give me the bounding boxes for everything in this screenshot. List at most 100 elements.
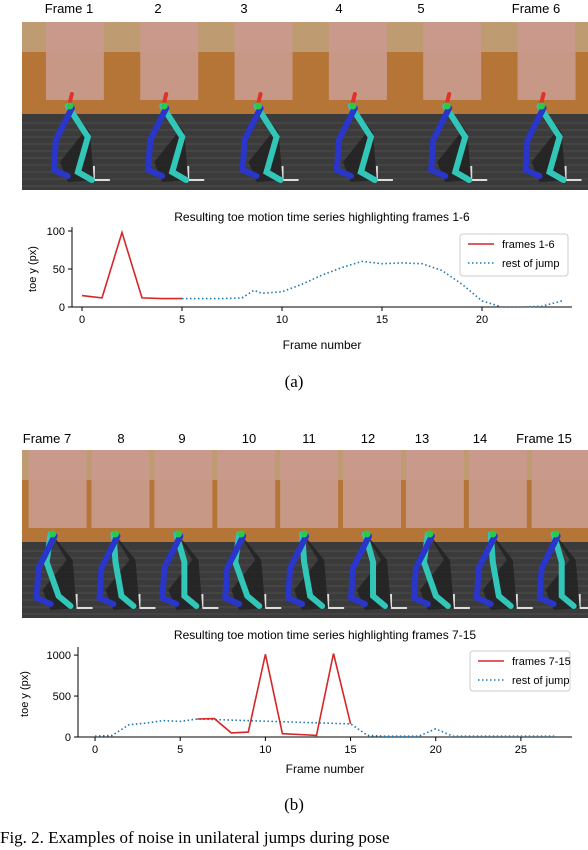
blurred-person	[531, 450, 588, 528]
x-tick-label: 10	[276, 314, 288, 326]
floor-mark	[470, 166, 488, 181]
pose-skeleton	[285, 530, 326, 609]
series-line	[81, 229, 182, 300]
x-tick-label: 25	[515, 744, 527, 756]
toe-chart-b: Resulting toe motion time series highlig…	[19, 628, 572, 776]
blurred-person	[405, 450, 464, 528]
floor-mark	[390, 594, 408, 609]
x-tick-label: 10	[259, 744, 271, 756]
floor-mark	[515, 594, 533, 609]
floor-mark	[564, 166, 582, 181]
jump-frames-photo-b	[22, 450, 588, 618]
y-axis-label: toe y (px)	[19, 671, 31, 717]
frames-illustration	[22, 22, 588, 190]
floor-mark	[452, 594, 470, 609]
floor-mark	[92, 166, 110, 181]
y-tick-label: 0	[65, 732, 71, 744]
blurred-person	[343, 450, 402, 528]
frame-label: Frame 15	[516, 431, 572, 446]
x-tick-label: 5	[177, 744, 183, 756]
series-line	[197, 653, 352, 737]
frame-label: 11	[302, 431, 316, 446]
pose-skeleton	[428, 92, 473, 183]
pose-skeleton	[159, 530, 200, 609]
frame-label: 9	[178, 431, 186, 446]
blurred-person	[140, 22, 199, 100]
x-tick-label: 15	[344, 744, 356, 756]
blurred-person	[328, 22, 387, 100]
frame-label: 12	[360, 431, 376, 446]
blurred-person	[154, 450, 213, 528]
pose-skeleton	[222, 530, 263, 609]
y-tick-label: 50	[53, 264, 65, 276]
chart-title: Resulting toe motion time series highlig…	[174, 210, 470, 224]
frame-label: Frame 6	[511, 1, 561, 16]
subfigure-caption-a: (a)	[284, 372, 304, 391]
floor-mark	[187, 166, 205, 181]
frame-label: 4	[335, 1, 343, 16]
series-line	[182, 260, 563, 308]
x-tick-label: 5	[179, 314, 185, 326]
floor-mark	[327, 594, 345, 609]
pose-skeleton	[96, 530, 137, 609]
frame-label: 8	[117, 431, 125, 446]
blurred-person	[468, 450, 527, 528]
floor-mark	[201, 594, 219, 609]
pose-skeleton	[333, 92, 378, 183]
blurred-person	[423, 22, 482, 100]
floor-mark	[138, 594, 156, 609]
x-tick-label: 0	[92, 744, 98, 756]
y-tick-label: 100	[47, 226, 65, 238]
legend-entry: frames 7-15	[512, 656, 571, 668]
pose-skeleton	[536, 530, 577, 609]
frame-label: 13	[414, 431, 430, 446]
pose-skeleton	[239, 92, 284, 183]
floor-mark	[75, 594, 93, 609]
pose-skeleton	[410, 530, 451, 609]
y-tick-label: 1000	[47, 650, 71, 662]
pose-skeleton	[50, 92, 95, 183]
x-axis-label: Frame number	[283, 338, 362, 352]
wall-upper	[22, 22, 588, 52]
x-tick-label: 20	[476, 314, 488, 326]
chart-title: Resulting toe motion time series highlig…	[174, 628, 476, 642]
jump-frames-photo-a	[22, 22, 588, 190]
pose-skeleton	[33, 530, 74, 609]
x-tick-label: 0	[79, 314, 85, 326]
floor-mark	[281, 166, 299, 181]
blurred-person	[234, 22, 293, 100]
series-line	[94, 718, 555, 737]
legend-entry: frames 1-6	[502, 239, 555, 251]
chart-legend: frames 7-15 rest of jump	[469, 650, 571, 692]
frame-label: 5	[417, 1, 425, 16]
subfigure-caption-b: (b)	[284, 795, 304, 814]
blurred-person	[517, 22, 576, 100]
frame-label: 10	[241, 431, 257, 446]
legend-entry: rest of jump	[502, 258, 559, 270]
frame-label: 3	[240, 1, 248, 16]
chart-legend: frames 1-6 rest of jump	[459, 233, 569, 277]
blurred-person	[91, 450, 150, 528]
floor-mark	[264, 594, 282, 609]
pose-skeleton	[347, 530, 389, 609]
x-axis-label: Frame number	[286, 762, 365, 776]
frames-illustration	[22, 450, 588, 618]
toe-chart-a: Resulting toe motion time series highlig…	[27, 210, 572, 352]
pose-skeleton	[522, 92, 567, 183]
legend-entry: rest of jump	[512, 675, 569, 687]
floor	[22, 114, 588, 190]
floor-mark	[375, 166, 393, 181]
frame-label: Frame 7	[22, 431, 72, 446]
y-axis-label: toe y (px)	[27, 246, 39, 292]
blurred-person	[28, 450, 87, 528]
blurred-person	[217, 450, 276, 528]
frame-label: Frame 1	[44, 1, 94, 16]
blurred-person	[280, 450, 339, 528]
pose-skeleton	[473, 530, 514, 609]
pose-skeleton	[145, 92, 190, 183]
frame-label: 2	[154, 1, 162, 16]
y-tick-label: 500	[53, 691, 71, 703]
frame-label: 14	[472, 431, 488, 446]
figure-caption: Fig. 2. Examples of noise in unilateral …	[0, 828, 390, 847]
x-tick-label: 20	[430, 744, 442, 756]
